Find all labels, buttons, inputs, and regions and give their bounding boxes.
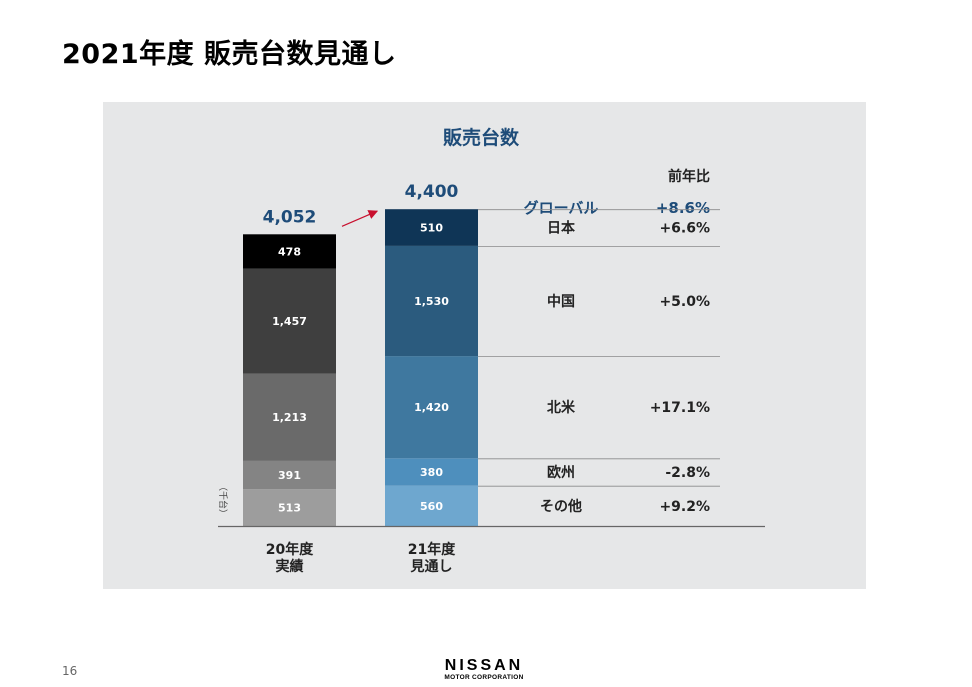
region-label: 日本	[547, 220, 576, 237]
bar-segment	[385, 485, 478, 526]
region-growth: +17.1%	[650, 400, 710, 416]
bar-segment	[385, 209, 478, 246]
bar-segment	[243, 489, 336, 526]
page-number: 16	[62, 664, 78, 678]
growth-header: 前年比	[668, 168, 710, 185]
logo-brand: NISSAN	[444, 657, 524, 674]
bar-segment	[243, 234, 336, 269]
region-label: 北米	[547, 399, 576, 416]
region-growth: -2.8%	[665, 465, 710, 481]
growth-arrow	[341, 210, 379, 227]
total-label: 4,400	[405, 182, 459, 202]
region-growth: +5.0%	[659, 294, 710, 310]
segment-label: 560	[420, 500, 443, 513]
category-label: 実績	[276, 558, 304, 575]
bar-segment	[385, 458, 478, 486]
segment-label: 478	[278, 246, 301, 259]
segment-label: 391	[278, 469, 301, 482]
category-label: 見通し	[410, 559, 453, 575]
segment-label: 510	[420, 222, 443, 235]
chart-title: 販売台数	[443, 126, 520, 149]
segment-label: 1,530	[414, 295, 449, 308]
category-label: 21年度	[408, 541, 456, 558]
segment-label: 1,457	[272, 315, 307, 328]
region-label: 欧州	[547, 464, 575, 481]
chart-panel	[103, 102, 866, 589]
bar-segment	[243, 373, 336, 461]
region-label: その他	[540, 498, 582, 515]
segment-label: 1,420	[414, 401, 449, 414]
unit-label: （千台）	[217, 482, 229, 518]
total-label: 4,052	[263, 207, 317, 227]
bar-segment	[385, 245, 478, 357]
region-growth: +9.2%	[659, 499, 710, 515]
segment-label: 513	[278, 502, 301, 515]
logo-sub: MOTOR CORPORATION	[444, 674, 524, 681]
page-title: 2021年度 販売台数見通し	[62, 39, 397, 70]
category-label: 20年度	[266, 541, 314, 558]
region-growth: +6.6%	[659, 221, 710, 237]
region-label: 中国	[547, 293, 575, 310]
global-growth: +8.6%	[656, 199, 710, 217]
global-label: グローバル	[524, 199, 599, 217]
bar-segment	[243, 460, 336, 490]
nissan-logo: NISSAN MOTOR CORPORATION	[435, 657, 533, 681]
bar-segment	[385, 356, 478, 459]
segment-label: 380	[420, 466, 443, 479]
bar-segment	[243, 268, 336, 374]
segment-label: 1,213	[272, 411, 307, 424]
stacked-bar-chart: 販売台数 513 391 1,213 1,457 478 560 380 1,420 1,530 5…	[217, 126, 765, 575]
